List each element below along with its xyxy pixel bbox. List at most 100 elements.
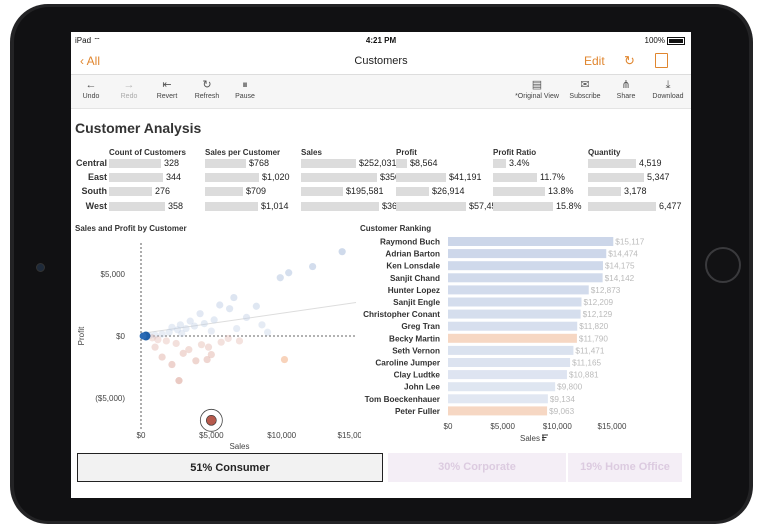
metric-bar (109, 202, 165, 211)
ranking-value-label: $12,873 (591, 286, 621, 295)
ranking-value-label: $15,117 (615, 238, 644, 247)
scatter-point (280, 355, 289, 364)
revert-button[interactable]: ⇤ Revert (156, 79, 178, 100)
scatter-point (178, 329, 186, 338)
metric-bar (493, 173, 537, 182)
pause-button[interactable]: ⏸ Pause (233, 79, 257, 100)
ranking-x-tick: $0 (444, 422, 453, 431)
region-label: Central (75, 158, 107, 168)
scatter-point (233, 324, 241, 333)
download-button[interactable]: ⤓ Download (652, 79, 684, 100)
metric-bar (109, 187, 152, 196)
subscribe-button[interactable]: ✉ Subscribe (569, 79, 601, 100)
ranking-x-tick: $5,000 (490, 422, 515, 431)
segment-corporate[interactable]: 30% Corporate (388, 453, 566, 482)
ranking-chart[interactable]: Raymond Buch $15,117 Adrian Barton $14,474 K… (356, 233, 686, 455)
metric-bar (588, 202, 656, 211)
metric-bar (588, 159, 636, 168)
metric-value: 3.4% (509, 158, 530, 168)
status-bar: iPad ⌔ 4:21 PM 100% (71, 32, 691, 48)
redo-button[interactable]: → Redo (118, 79, 140, 100)
scatter-point (242, 313, 251, 321)
metric-bar (205, 187, 243, 196)
metric-bar (396, 159, 407, 168)
ranking-customer-name: Raymond Buch (380, 238, 440, 247)
ranking-bar (448, 358, 571, 367)
scatter-chart[interactable]: $5,000 $0 ($5,000) $0 $5,000 $10,000 $15,000 Sa… (71, 233, 361, 455)
ranking-bar (448, 261, 603, 271)
scatter-point (207, 327, 215, 335)
ranking-bar (448, 309, 581, 319)
metric-value: 344 (166, 172, 182, 182)
metric-bar (205, 159, 246, 168)
scatter-y-tick: $0 (116, 332, 125, 341)
scatter-point (252, 302, 260, 310)
edit-button[interactable]: Edit (584, 54, 605, 68)
segment-consumer[interactable]: 51% Consumer (77, 453, 383, 482)
ranking-value-label: $11,471 (575, 346, 604, 355)
scatter-point (196, 310, 204, 318)
scatter-point (226, 305, 234, 313)
sort-icon (542, 434, 548, 441)
ranking-bar (448, 370, 567, 380)
metric-bar (301, 202, 379, 211)
battery-status: 100% (645, 36, 685, 45)
scatter-point (182, 324, 190, 333)
scatter-point (285, 269, 293, 277)
scatter-point (216, 301, 224, 309)
scatter-point (197, 341, 206, 349)
metric-bar (493, 159, 506, 168)
home-button[interactable] (705, 247, 741, 283)
ranking-bar (448, 394, 548, 404)
metric-value: $768 (249, 158, 270, 168)
scatter-point (264, 328, 272, 336)
scatter-trend-line (140, 302, 357, 335)
scatter-point (168, 323, 176, 331)
ranking-x-tick: $10,000 (543, 422, 572, 431)
metric-column-header: Sales per Customer (205, 148, 281, 157)
metric-column-header: Sales (301, 148, 322, 157)
scatter-point (139, 332, 147, 340)
nav-title: Customers (354, 55, 408, 67)
metric-column-header: Quantity (588, 148, 621, 157)
document-icon[interactable] (655, 53, 668, 68)
segment-home-office[interactable]: 19% Home Office (568, 453, 682, 482)
scatter-point (165, 328, 173, 336)
metric-bar (588, 173, 644, 182)
scatter-x-tick: $5,000 (199, 431, 224, 440)
metric-value: $195,581 (346, 186, 384, 196)
ranking-bar (448, 249, 607, 259)
revert-icon: ⇤ (162, 79, 172, 91)
reload-icon[interactable]: ↻ (624, 53, 635, 68)
metric-bar (396, 202, 466, 211)
original-view-button[interactable]: ▤ *Original View (515, 79, 559, 100)
back-button[interactable]: ‹ All (80, 54, 101, 68)
scatter-point (151, 331, 159, 339)
ranking-customer-name: Sanjit Chand (390, 274, 440, 283)
ranking-customer-name: Peter Fuller (395, 407, 441, 416)
battery-icon (667, 36, 685, 45)
metric-value: 328 (164, 158, 180, 168)
ranking-customer-name: John Lee (404, 383, 440, 392)
ranking-customer-name: Adrian Barton (385, 250, 440, 259)
share-icon: ⋔ (621, 79, 631, 91)
metric-bar (493, 202, 553, 211)
ranking-bar (448, 321, 578, 331)
undo-button[interactable]: ← Undo (80, 79, 102, 100)
ranking-customer-name: Sanjit Engle (393, 298, 440, 307)
ranking-x-label: Sales (520, 434, 540, 443)
scatter-point (158, 353, 166, 361)
scatter-point (173, 326, 182, 334)
scatter-x-tick: $15,000 (338, 431, 361, 440)
scatter-x-tick: $0 (137, 431, 146, 440)
metric-bar (396, 187, 429, 196)
dashboard-title: Customer Analysis (75, 120, 202, 136)
chevron-left-icon: ‹ (80, 54, 84, 68)
ranking-value-label: $14,175 (605, 262, 635, 271)
metric-bar (301, 159, 356, 168)
ranking-value-label: $9,800 (557, 383, 582, 392)
scatter-point (203, 355, 211, 364)
refresh-button[interactable]: ↻ Refresh (194, 79, 220, 100)
share-button[interactable]: ⋔ Share (614, 79, 638, 100)
metric-column-header: Profit Ratio (493, 148, 537, 157)
